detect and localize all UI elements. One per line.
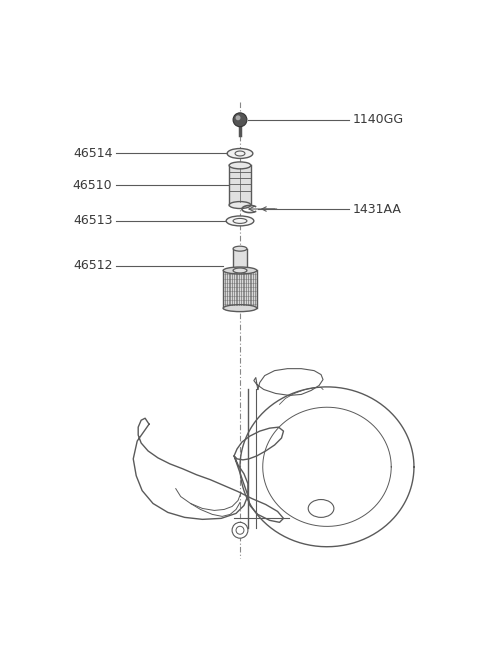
Text: 1431AA: 1431AA [353,202,402,215]
Ellipse shape [308,500,334,517]
Circle shape [236,527,244,534]
FancyBboxPatch shape [233,249,247,271]
Ellipse shape [229,162,251,169]
Ellipse shape [229,202,251,208]
Text: 46514: 46514 [73,147,112,160]
Ellipse shape [226,216,254,226]
Text: 1140GG: 1140GG [353,113,404,126]
Ellipse shape [227,149,253,159]
Ellipse shape [233,218,247,223]
Text: 46513: 46513 [73,214,112,227]
Circle shape [232,522,248,538]
Ellipse shape [235,151,245,156]
Ellipse shape [233,268,247,273]
Text: 46510: 46510 [73,179,112,192]
Circle shape [236,115,240,121]
Ellipse shape [223,305,257,312]
Ellipse shape [233,246,247,251]
FancyBboxPatch shape [223,271,257,308]
Text: 46512: 46512 [73,259,112,272]
Circle shape [233,113,247,126]
FancyBboxPatch shape [229,165,251,205]
Ellipse shape [223,267,257,274]
